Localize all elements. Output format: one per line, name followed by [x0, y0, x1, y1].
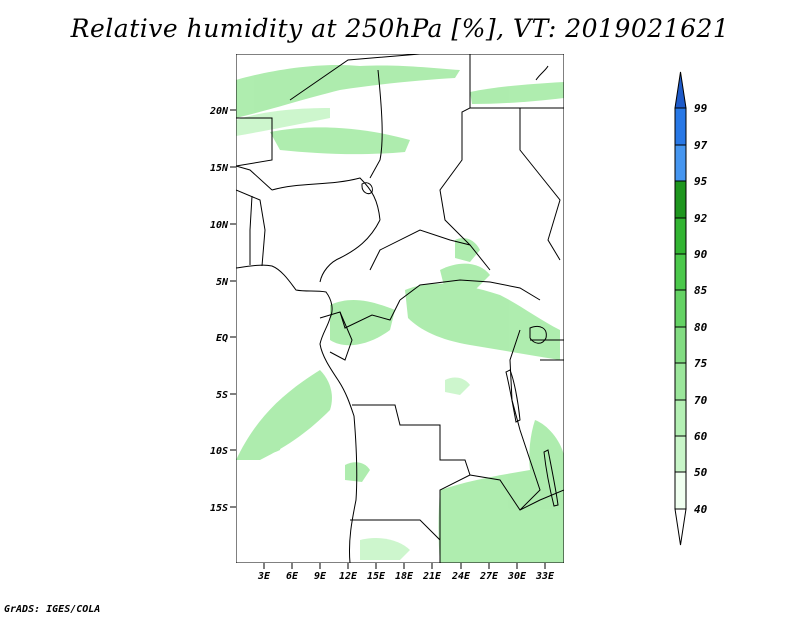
- colorbar-segment-90: [674, 217, 687, 255]
- colorbar: [674, 71, 687, 546]
- lat-label-5s: 5S: [216, 390, 228, 401]
- border-sudan: [470, 107, 564, 261]
- colorbar-bottom-arrow: [674, 508, 687, 546]
- longitude-axis: [263, 563, 546, 569]
- lat-label-eq: EQ: [216, 333, 228, 344]
- lake-tanganyika: [505, 369, 521, 423]
- colorbar-segment-97: [674, 107, 687, 146]
- colorbar-segment-95: [674, 144, 687, 182]
- border-car-drc: [399, 279, 541, 301]
- colorbar-label-50: 50: [694, 466, 708, 479]
- lon-label-30e: 30E: [507, 571, 527, 582]
- map-title: Relative humidity at 250hPa [%], VT: 201…: [70, 14, 730, 43]
- border-gabon: [329, 311, 353, 361]
- lake-victoria: [529, 325, 547, 344]
- lon-label-12e: 12E: [339, 571, 358, 582]
- colorbar-label-70: 70: [694, 394, 708, 407]
- colorbar-label-80: 80: [694, 321, 708, 334]
- colorbar-segment-70: [674, 362, 687, 401]
- lake-chad: [361, 182, 373, 195]
- lon-label-6e: 6E: [286, 571, 299, 582]
- border-angola-zambia: [350, 519, 441, 563]
- colorbar-label-75: 75: [694, 357, 708, 370]
- border-nigeria-cameroon: [319, 219, 381, 283]
- border-niger-chad: [369, 69, 383, 179]
- colorbar-top-arrow: [674, 71, 687, 109]
- border-drc-angola: [352, 404, 471, 540]
- colorbar-segment-92: [674, 180, 687, 219]
- border-mali-niger: [236, 117, 273, 167]
- latitude-labels: 20N 15N 10N 5N EQ 5S 10S 15S: [209, 106, 229, 514]
- border-tanzania: [530, 339, 564, 361]
- colorbar-label-95: 95: [694, 175, 708, 188]
- lat-label-10n: 10N: [210, 220, 229, 231]
- lat-label-15n: 15N: [210, 163, 229, 174]
- border-north-niger: [289, 54, 421, 101]
- lon-label-3e: 3E: [257, 571, 271, 582]
- lon-label-33e: 33E: [535, 571, 555, 582]
- lon-label-9e: 9E: [314, 571, 327, 582]
- colorbar-label-92: 92: [694, 212, 708, 225]
- colorbar-label-85: 85: [694, 284, 708, 297]
- lon-label-15e: 15E: [367, 571, 386, 582]
- colorbar-segment-40: [674, 471, 687, 510]
- colorbar-label-90: 90: [694, 248, 708, 261]
- colorbar-label-97: 97: [694, 139, 708, 152]
- colorbar-segment-80: [674, 289, 687, 328]
- lon-label-21e: 21E: [422, 571, 442, 582]
- border-niger-nigeria: [271, 177, 381, 221]
- lon-label-24e: 24E: [451, 571, 471, 582]
- border-drc-east: [509, 329, 541, 511]
- border-zambia: [469, 474, 564, 511]
- border-mali-burkina: [236, 165, 273, 191]
- colorbar-label-40: 40: [694, 503, 708, 516]
- lat-label-5n: 5N: [216, 277, 229, 288]
- colorbar-labels: 40 50 60 70 75 80 85 90 92 95 97 99: [694, 102, 708, 516]
- colorbar-label-99: 99: [694, 102, 708, 115]
- colorbar-segment-75: [674, 326, 687, 364]
- colorbar-label-60: 60: [694, 430, 708, 443]
- map-panel: [236, 54, 564, 563]
- grads-credit: GrADS: IGES/COLA: [4, 604, 101, 615]
- lat-label-20n: 20N: [209, 106, 229, 117]
- lat-label-10s: 10S: [210, 446, 228, 457]
- latitude-axis: [230, 109, 236, 508]
- lon-label-27e: 27E: [479, 571, 499, 582]
- colorbar-segment-85: [674, 253, 687, 291]
- border-benin-togo: [236, 189, 266, 267]
- lon-label-18e: 18E: [395, 571, 414, 582]
- lat-label-15s: 15S: [210, 503, 228, 514]
- humidity-shading-light: [236, 108, 470, 560]
- border-libya-chad: [420, 54, 471, 246]
- colorbar-segment-50: [674, 435, 687, 473]
- colorbar-segment-60: [674, 399, 687, 437]
- border-chad-car: [369, 229, 491, 271]
- red-sea-coast: [535, 65, 549, 81]
- humidity-shading: [236, 64, 564, 563]
- country-borders: [236, 54, 564, 563]
- coastline-west-africa: [236, 264, 358, 563]
- longitude-labels: 3E 6E 9E 12E 15E 18E 21E 24E 27E 30E 33E: [257, 571, 555, 582]
- lake-malawi: [543, 449, 559, 507]
